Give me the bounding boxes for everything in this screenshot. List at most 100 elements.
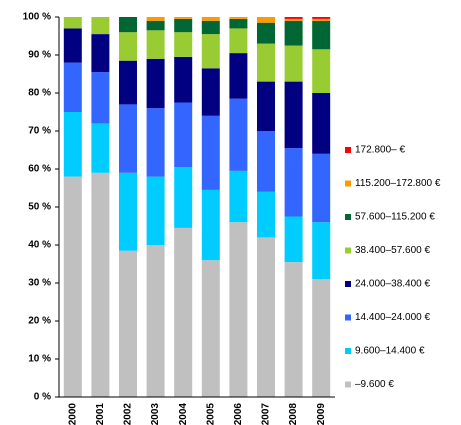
legend-swatch xyxy=(345,247,351,254)
bar-segment xyxy=(91,123,110,173)
y-tick-label: 40 % xyxy=(28,240,51,251)
bar-segment xyxy=(119,104,137,173)
bar-segment xyxy=(257,191,275,238)
bar-segment xyxy=(63,112,82,177)
y-tick-label: 50 % xyxy=(28,202,51,213)
legend-label: 14.400–24.000 € xyxy=(355,312,431,323)
bar-segment xyxy=(229,18,248,29)
bar-segment xyxy=(119,17,137,33)
legend-label: 9.600–14.400 € xyxy=(355,346,425,357)
bar-segment xyxy=(257,237,275,397)
bar-segment xyxy=(229,98,248,171)
bar-segment xyxy=(63,62,82,112)
legend-swatch xyxy=(345,147,351,153)
bar-segment xyxy=(146,30,165,59)
legend-label: –9.600 € xyxy=(355,379,394,390)
bar-segment xyxy=(257,22,275,44)
bar-segment xyxy=(312,153,331,223)
bar-segment xyxy=(63,28,82,63)
legend-swatch xyxy=(345,314,351,321)
bar-segment xyxy=(312,279,331,397)
bar-segment xyxy=(201,260,220,397)
x-tick-label: 2007 xyxy=(261,403,272,425)
bar-segment xyxy=(174,227,193,397)
bar-segment xyxy=(284,81,303,149)
y-tick-label: 100 % xyxy=(23,12,51,23)
bar-segment xyxy=(312,222,331,280)
y-tick-label: 0 % xyxy=(34,392,51,403)
bar-segment xyxy=(257,17,275,23)
legend-label: 57.600–115.200 € xyxy=(355,212,435,223)
bar-segment xyxy=(312,18,331,21)
bar-segment xyxy=(174,18,193,33)
bar-segment xyxy=(257,81,275,131)
bar-segment xyxy=(284,20,303,46)
bar-segment xyxy=(91,172,110,397)
bar-segment xyxy=(119,250,137,397)
bar-segment xyxy=(174,56,193,103)
legend-swatch xyxy=(345,180,351,187)
bar-segment xyxy=(284,262,303,397)
bar-segment xyxy=(146,245,165,397)
bar-segment xyxy=(201,189,220,261)
y-tick-label: 60 % xyxy=(28,164,51,175)
y-tick-label: 90 % xyxy=(28,50,51,61)
bar-segment xyxy=(229,28,248,54)
x-tick-label: 2001 xyxy=(95,403,106,425)
bar-segment xyxy=(229,53,248,99)
bar-segment xyxy=(91,34,110,73)
bar-segment xyxy=(312,93,331,154)
bar-segment xyxy=(174,167,193,228)
bar-segment xyxy=(91,72,110,124)
bar-segment xyxy=(119,60,137,105)
y-tick-label: 80 % xyxy=(28,88,51,99)
bar-segment xyxy=(312,17,331,19)
bar-segment xyxy=(284,18,303,21)
x-tick-label: 2003 xyxy=(150,403,161,425)
legend-swatch xyxy=(345,381,351,388)
y-tick-label: 10 % xyxy=(28,354,51,365)
bar-segment xyxy=(174,102,193,168)
x-tick-label: 2006 xyxy=(233,403,244,425)
bar-segment xyxy=(229,17,248,19)
x-tick-label: 2008 xyxy=(288,403,299,425)
x-tick-label: 2009 xyxy=(316,403,327,425)
bar-segment xyxy=(312,49,331,93)
bar-segment xyxy=(257,131,275,192)
bar-segment xyxy=(119,172,137,251)
bar-segment xyxy=(174,32,193,57)
legend-label: 24.000–38.400 € xyxy=(355,279,431,290)
bar-segment xyxy=(284,17,303,19)
bar-segment xyxy=(284,45,303,82)
legend-swatch xyxy=(345,214,351,220)
bar-segment xyxy=(174,17,193,19)
bar-segment xyxy=(284,216,303,263)
bar-segment xyxy=(201,17,220,21)
bar-segment xyxy=(146,17,165,21)
x-tick-label: 2002 xyxy=(123,403,134,425)
bar-segment xyxy=(146,108,165,177)
bar-segment xyxy=(146,58,165,109)
bar-segment xyxy=(91,17,110,35)
bar-segment xyxy=(312,20,331,50)
bar-segment xyxy=(201,34,220,69)
bar-segment xyxy=(229,170,248,223)
y-tick-label: 70 % xyxy=(28,126,51,137)
legend-label: 172.800– € xyxy=(355,145,405,156)
y-tick-label: 30 % xyxy=(28,278,51,289)
bar-segment xyxy=(146,20,165,31)
legend-label: 38.400–57.600 € xyxy=(355,245,431,256)
bar-segment xyxy=(229,222,248,397)
legend-swatch xyxy=(345,281,351,287)
bar-segment xyxy=(63,176,82,397)
bar-segment xyxy=(284,148,303,217)
legend-label: 115.200–172.800 € xyxy=(355,178,441,189)
bar-segment xyxy=(146,176,165,245)
y-tick-label: 20 % xyxy=(28,316,51,327)
bar-segment xyxy=(119,32,137,61)
x-tick-label: 2000 xyxy=(67,403,78,425)
x-tick-label: 2005 xyxy=(205,403,216,425)
bar-segment xyxy=(257,43,275,82)
bar-segment xyxy=(201,20,220,35)
